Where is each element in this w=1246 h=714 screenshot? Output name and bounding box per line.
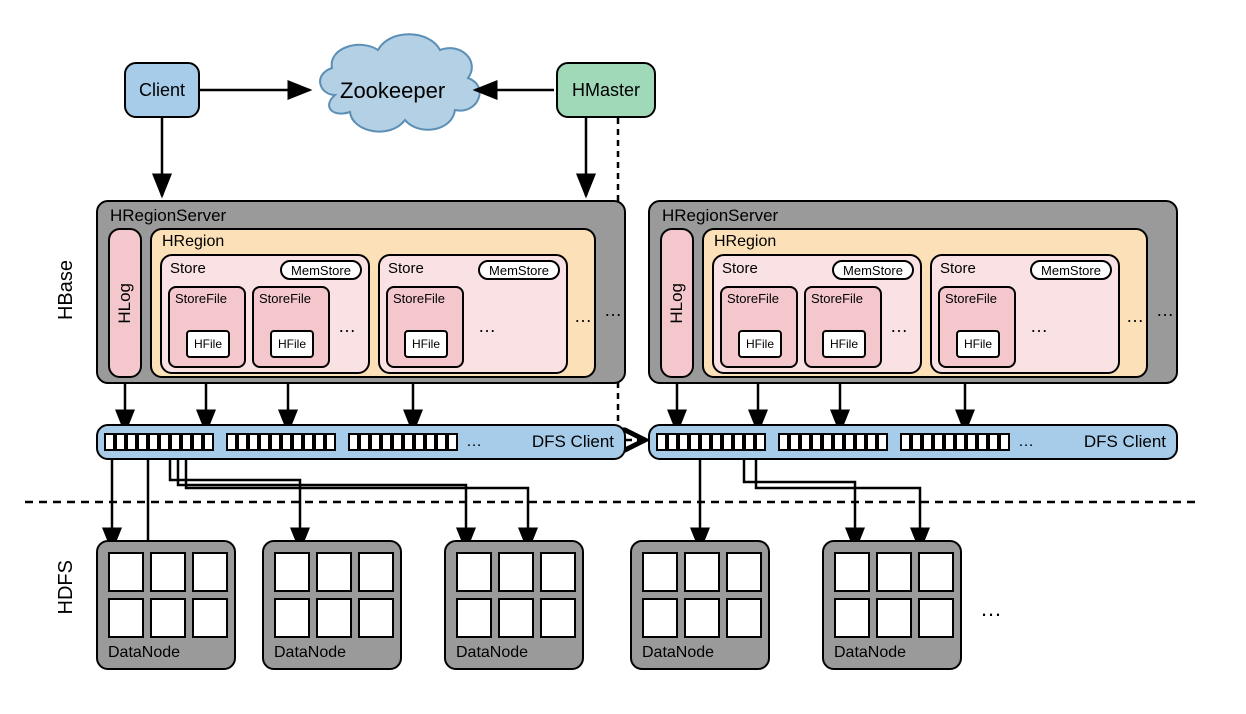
hregionserver-1-label: HRegionServer <box>110 206 226 226</box>
dfs-strip-1b <box>226 433 336 451</box>
hmaster-box: HMaster <box>556 62 656 118</box>
datanode-4: DataNode <box>630 540 770 670</box>
dfs-strip-2c <box>900 433 1010 451</box>
datanode-4-label: DataNode <box>642 644 714 662</box>
hregion-1-label: HRegion <box>162 233 224 251</box>
hfile-1-2a-label: HFile <box>412 337 440 351</box>
datanode-5: DataNode <box>822 540 962 670</box>
hfile-2-2a: HFile <box>956 330 1000 358</box>
hregion-2-label: HRegion <box>714 233 776 251</box>
store-2-2: Store MemStore StoreFile HFile … <box>930 254 1120 374</box>
client-label: Client <box>139 80 185 101</box>
datanode-2-label: DataNode <box>274 644 346 662</box>
hfile-2-1a: HFile <box>738 330 782 358</box>
datanode-3-label: DataNode <box>456 644 528 662</box>
storefile-1-2a: StoreFile HFile <box>386 286 464 368</box>
store-1-2-label: Store <box>388 260 424 277</box>
hlog-1-label: HLog <box>115 283 135 324</box>
store-1-2: Store MemStore StoreFile HFile … <box>378 254 568 374</box>
store-2-1: Store MemStore StoreFile HFile StoreFile… <box>712 254 922 374</box>
hfile-1-1a: HFile <box>186 330 230 358</box>
arrow-dfs-dn3b <box>186 458 528 550</box>
memstore-2-1: MemStore <box>832 260 914 280</box>
dfs-client-1: … DFS Client <box>96 424 626 460</box>
dfs-strip-1a <box>104 433 214 451</box>
hlog-2: HLog <box>660 228 694 378</box>
store-2-2-ellipsis: … <box>1030 316 1048 337</box>
store-2-1-ellipsis: … <box>890 316 908 337</box>
datanode-1-label: DataNode <box>108 644 180 662</box>
store-2-2-label: Store <box>940 260 976 277</box>
dfs-strip-1c <box>348 433 458 451</box>
storefile-1-1a-label: StoreFile <box>175 291 227 306</box>
hfile-1-2a: HFile <box>404 330 448 358</box>
dfs-client-1-label: DFS Client <box>532 432 614 452</box>
store-1-1-label: Store <box>170 260 206 277</box>
hregionserver-2-label: HRegionServer <box>662 206 778 226</box>
hregionserver-1: HRegionServer HLog HRegion Store MemStor… <box>96 200 626 384</box>
store-1-1-ellipsis: … <box>338 316 356 337</box>
datanode-2: DataNode <box>262 540 402 670</box>
datanode-5-label: DataNode <box>834 644 906 662</box>
hbase-section-label: HBase <box>55 260 78 320</box>
dfs-client-2: … DFS Client <box>648 424 1178 460</box>
dfs-strip-2a <box>656 433 766 451</box>
arrow-dfs-dn5b <box>756 458 920 550</box>
storefile-2-2a: StoreFile HFile <box>938 286 1016 368</box>
datanode-1: DataNode <box>96 540 236 670</box>
hregion-2: HRegion Store MemStore StoreFile HFile S… <box>702 228 1148 378</box>
rs1-ellipsis: … <box>604 300 622 321</box>
dfs-strip-2b <box>778 433 888 451</box>
memstore-1-1: MemStore <box>280 260 362 280</box>
hfile-2-1b: HFile <box>822 330 866 358</box>
hmaster-label: HMaster <box>572 80 640 101</box>
memstore-2-1-label: MemStore <box>843 263 903 278</box>
storefile-2-2a-label: StoreFile <box>945 291 997 306</box>
storefile-1-2a-label: StoreFile <box>393 291 445 306</box>
zookeeper-label: Zookeeper <box>340 78 445 104</box>
hfile-2-1b-label: HFile <box>830 337 858 351</box>
storefile-2-1b: StoreFile HFile <box>804 286 882 368</box>
hregion-1: HRegion Store MemStore StoreFile HFile S… <box>150 228 596 378</box>
storefile-1-1a: StoreFile HFile <box>168 286 246 368</box>
dfs-1-ellipsis: … <box>466 433 482 451</box>
storefile-2-1a-label: StoreFile <box>727 291 779 306</box>
client-box: Client <box>124 62 200 118</box>
memstore-1-1-label: MemStore <box>291 263 351 278</box>
rs2-ellipsis: … <box>1156 300 1174 321</box>
arrow-dfs-dn3a <box>178 458 466 550</box>
memstore-1-2: MemStore <box>478 260 560 280</box>
hlog-2-label: HLog <box>667 283 687 324</box>
hregion-1-ellipsis: … <box>574 306 592 327</box>
hfile-2-1a-label: HFile <box>746 337 774 351</box>
memstore-2-2-label: MemStore <box>1041 263 1101 278</box>
datanode-3: DataNode <box>444 540 584 670</box>
store-1-1: Store MemStore StoreFile HFile StoreFile… <box>160 254 370 374</box>
dfs-client-2-label: DFS Client <box>1084 432 1166 452</box>
arrow-dfs-dn2 <box>170 458 300 550</box>
hdfs-section-label: HDFS <box>55 560 78 614</box>
store-1-2-ellipsis: … <box>478 316 496 337</box>
storefile-2-1a: StoreFile HFile <box>720 286 798 368</box>
memstore-1-2-label: MemStore <box>489 263 549 278</box>
storefile-1-1b-label: StoreFile <box>259 291 311 306</box>
datanodes-ellipsis: … <box>980 596 1002 622</box>
hfile-1-1b: HFile <box>270 330 314 358</box>
storefile-2-1b-label: StoreFile <box>811 291 863 306</box>
arrow-dfs-dn5a <box>744 458 855 550</box>
hfile-1-1a-label: HFile <box>194 337 222 351</box>
dfs-2-ellipsis: … <box>1018 433 1034 451</box>
hfile-2-2a-label: HFile <box>964 337 992 351</box>
memstore-2-2: MemStore <box>1030 260 1112 280</box>
storefile-1-1b: StoreFile HFile <box>252 286 330 368</box>
hregion-2-ellipsis: … <box>1126 306 1144 327</box>
hlog-1: HLog <box>108 228 142 378</box>
store-2-1-label: Store <box>722 260 758 277</box>
hfile-1-1b-label: HFile <box>278 337 306 351</box>
hregionserver-2: HRegionServer HLog HRegion Store MemStor… <box>648 200 1178 384</box>
